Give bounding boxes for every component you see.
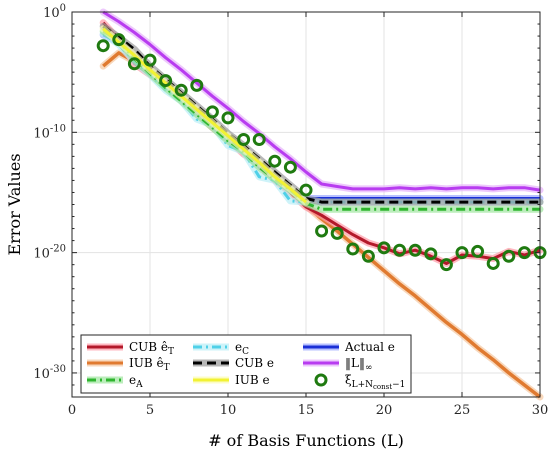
legend-label: IUB êT (129, 356, 170, 373)
y-tick-label: 10-10 (33, 123, 66, 141)
legend-label: CUB êT (129, 340, 174, 357)
legend-entry: CUB e (193, 356, 274, 370)
legend-swatch (314, 373, 328, 387)
legend-entry: Actual e (303, 340, 395, 354)
x-axis-label: # of Basis Functions (L) (208, 431, 404, 450)
series-line (102, 30, 540, 211)
legend-entry: ξL+Nconst−1 (314, 373, 405, 391)
marker-point (439, 258, 453, 272)
marker-point (221, 111, 235, 125)
legend-label: Actual e (344, 340, 395, 354)
x-tick-label: 5 (146, 403, 154, 418)
marker-point (252, 133, 266, 147)
legend-label: IUB e (235, 373, 270, 387)
series-halo (99, 22, 544, 206)
marker-point (377, 241, 391, 255)
series-line (102, 25, 540, 204)
legend-box (80, 334, 412, 394)
marker-point (330, 226, 344, 240)
marker-point (283, 160, 297, 174)
x-tick-label: 15 (298, 403, 315, 418)
x-tick-label: 10 (220, 403, 237, 418)
marker-point (112, 33, 126, 47)
y-tick-label: 100 (43, 3, 66, 21)
marker-point (517, 246, 531, 260)
marker-point (393, 243, 407, 257)
legend-entry: eC (193, 340, 249, 357)
series-2 (99, 27, 544, 213)
marker-point (486, 256, 500, 270)
marker-point (205, 105, 219, 119)
x-tick-label: 25 (454, 403, 471, 418)
y-axis-label: Error Values (5, 153, 24, 255)
marker-point (346, 242, 360, 256)
x-tick-label: 0 (68, 403, 76, 418)
series-halo (99, 8, 544, 194)
legend-label: CUB e (235, 356, 274, 370)
marker-point (502, 249, 516, 263)
marker-point (299, 183, 313, 197)
legend-label: eC (235, 340, 249, 357)
series-line (102, 10, 541, 192)
marker-point (424, 247, 438, 261)
legend-label: ‖L‖∞ (345, 356, 372, 373)
series-4 (99, 22, 544, 206)
legend-entry: IUB e (193, 373, 270, 387)
y-tick-label: 10-20 (33, 244, 66, 262)
x-tick-label: 20 (376, 403, 393, 418)
series-5 (99, 25, 310, 206)
x-tick-label: 30 (532, 403, 549, 418)
marker-point (455, 246, 469, 260)
marker-point (268, 154, 282, 168)
marker-point (159, 74, 173, 88)
legend-entry: IUB êT (87, 356, 170, 373)
series-8 (96, 33, 547, 272)
marker-point (143, 53, 157, 67)
series-7 (99, 8, 544, 194)
series-line (102, 27, 307, 204)
marker-point (190, 78, 204, 92)
marker-point (127, 57, 141, 71)
legend-label: ξL+Nconst−1 (345, 373, 405, 391)
marker-point (315, 224, 329, 238)
ticks: 0 5 10 15 20 25 30 100 10-10 10-20 10-30 (33, 3, 548, 418)
marker-point (96, 39, 110, 53)
series-layer (96, 8, 547, 401)
legend-label: eA (129, 373, 143, 390)
legend-entry: CUB êT (87, 340, 174, 357)
marker-point (174, 83, 188, 97)
marker-point (237, 133, 251, 147)
marker-point (361, 249, 375, 263)
marker-point (471, 244, 485, 258)
marker-point (408, 243, 422, 257)
legend-entry: ‖L‖∞ (303, 356, 372, 373)
legend-entry: eA (87, 373, 143, 390)
y-tick-label: 10-30 (33, 364, 66, 382)
